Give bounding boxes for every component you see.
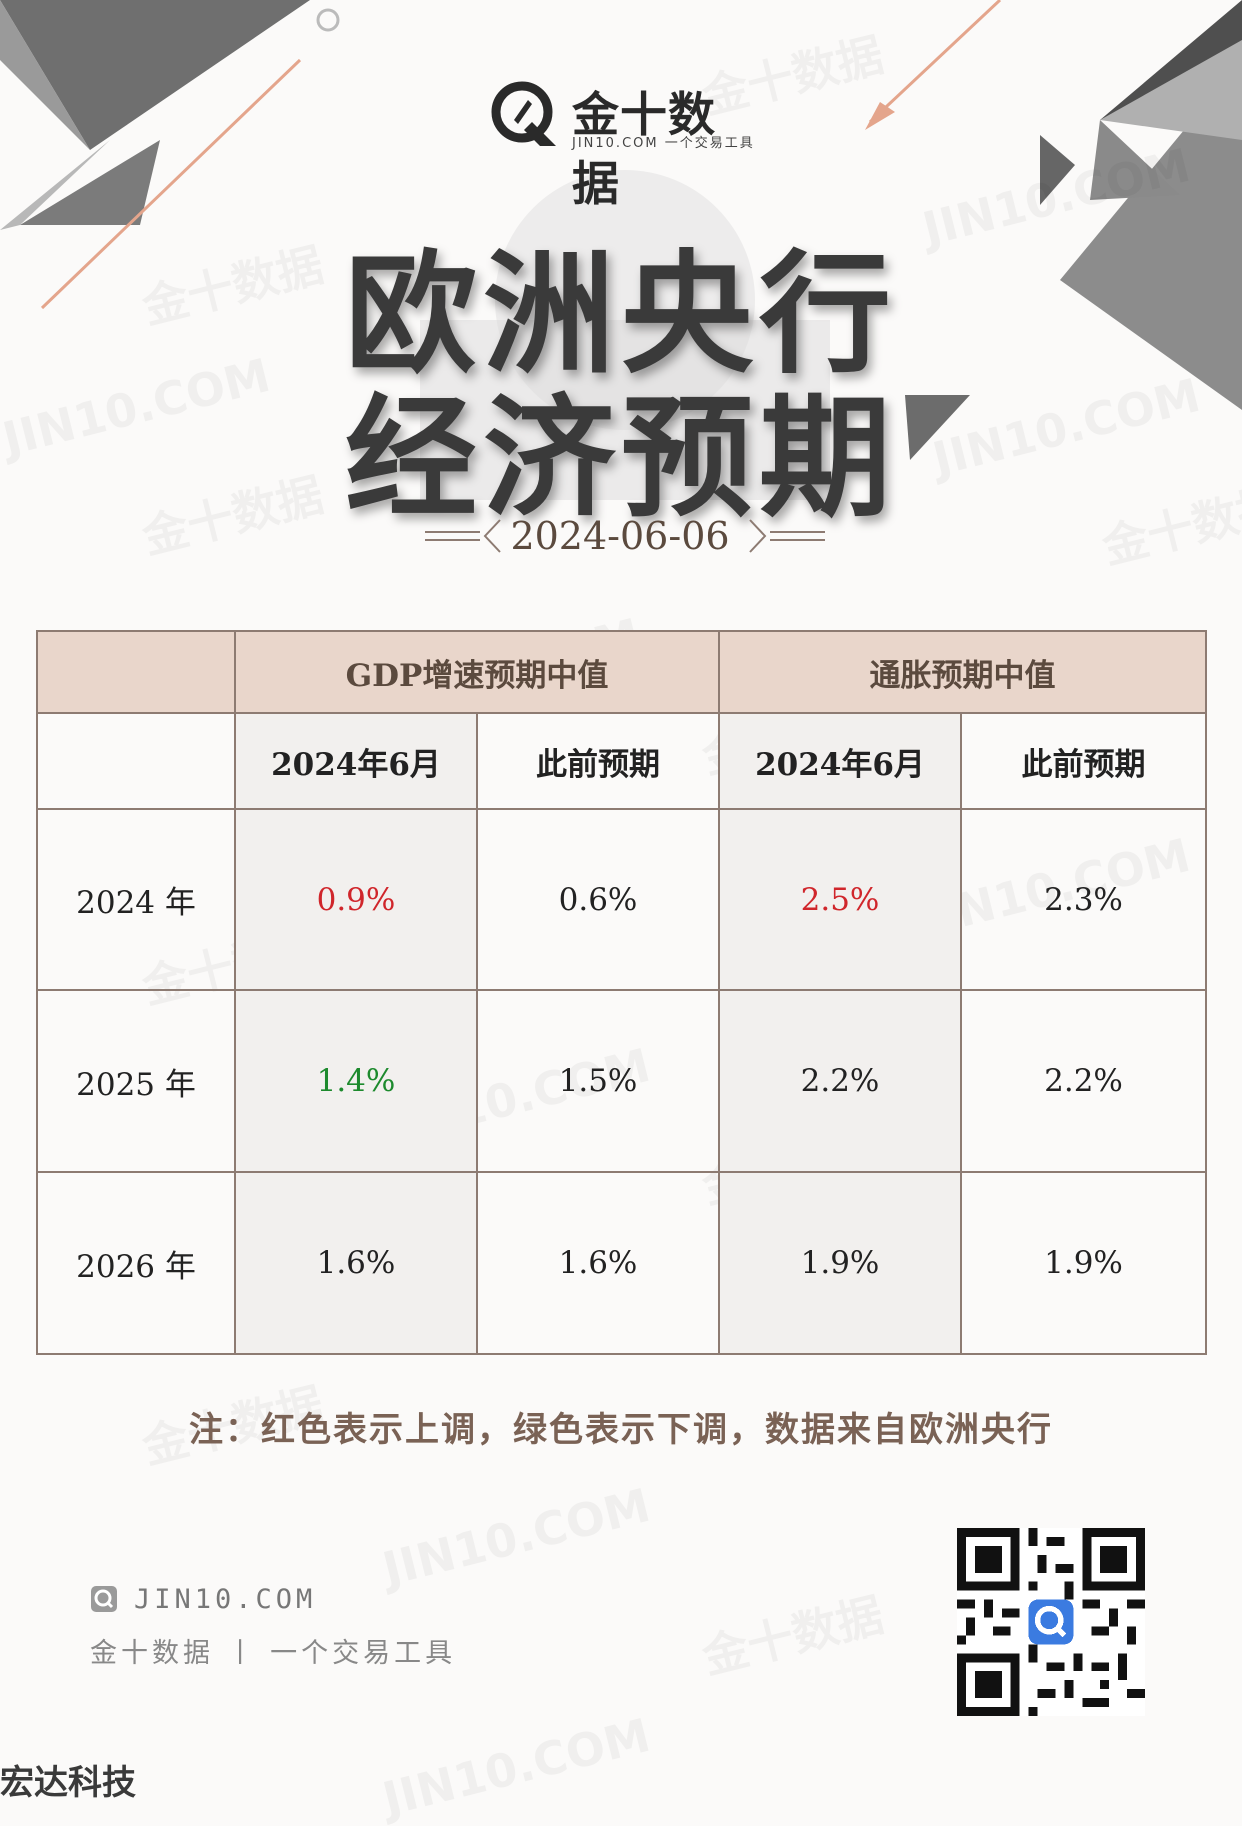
corner-cell	[36, 712, 236, 810]
qr-code-icon[interactable]	[957, 1528, 1145, 1716]
tri-mid-right	[905, 395, 970, 460]
row-label: 2024 年	[36, 807, 236, 992]
cell-inflation-current: 1.9%	[718, 1171, 963, 1355]
tri-tr-mid	[1060, 60, 1242, 410]
tri-tl-dark	[0, 0, 310, 150]
tri-tl-light	[0, 0, 90, 150]
cell-inflation-previous: 1.9%	[960, 1171, 1208, 1355]
table-row: 2024 年 0.9% 0.6% 2.5% 2.3%	[36, 807, 1208, 992]
brand-name: 金十数据	[572, 88, 716, 212]
cell-inflation-previous: 2.2%	[960, 989, 1208, 1174]
cell-gdp-current: 0.9%	[234, 807, 478, 992]
brand-tagline: JIN10.COM 一个交易工具	[572, 136, 755, 151]
table-subheader-row: 2024年6月 此前预期 2024年6月 此前预期	[36, 712, 1208, 810]
cell-gdp-previous: 1.6%	[475, 1171, 721, 1355]
forecast-table: GDP增速预期中值 通胀预期中值 2024年6月 此前预期 2024年6月 此前…	[36, 629, 1208, 1355]
tri-tr-small	[1040, 135, 1075, 205]
cell-gdp-current: 1.6%	[234, 1171, 478, 1355]
footnote: 注：红色表示上调，绿色表示下调，数据来自欧洲央行	[189, 1410, 1053, 1450]
table-group-header-row: GDP增速预期中值 通胀预期中值	[36, 629, 1208, 715]
left-ornament-icon	[425, 519, 501, 553]
subheader-inflation-current: 2024年6月	[718, 712, 963, 810]
arrow-line-left	[40, 58, 302, 310]
subheader-inflation-previous: 此前预期	[960, 712, 1208, 810]
arrow-head-right	[865, 102, 895, 130]
cell-gdp-current: 1.4%	[234, 989, 478, 1174]
corner-watermark-text: 宏达科技	[0, 1763, 136, 1803]
row-label: 2025 年	[36, 989, 236, 1174]
gdp-group-header: GDP增速预期中值	[233, 629, 721, 715]
cell-inflation-current: 2.5%	[718, 807, 963, 992]
inflation-group-header: 通胀预期中值	[718, 629, 1208, 715]
row-label: 2026 年	[36, 1171, 236, 1355]
report-date: 2024-06-06	[510, 514, 730, 558]
emblem-circle	[495, 170, 755, 430]
tri-tl-mid	[20, 140, 160, 225]
corner-cell	[36, 629, 236, 715]
subheader-gdp-previous: 此前预期	[475, 712, 721, 810]
cell-gdp-previous: 1.5%	[475, 989, 721, 1174]
table-row: 2025 年 1.4% 1.5% 2.2% 2.2%	[36, 989, 1208, 1174]
footer-tagline: 金十数据 丨 一个交易工具	[90, 1638, 457, 1669]
cell-inflation-previous: 2.3%	[960, 807, 1208, 992]
right-ornament-icon	[749, 519, 825, 553]
subheader-gdp-current: 2024年6月	[234, 712, 478, 810]
tri-tr-medium	[1090, 120, 1180, 200]
brand-logo: 金十数据 JIN10.COM 一个交易工具	[488, 76, 758, 212]
page-title-line2: 经济预期	[345, 381, 897, 536]
cell-inflation-current: 2.2%	[718, 989, 963, 1174]
cell-gdp-previous: 0.6%	[475, 807, 721, 992]
tri-tl-lower	[0, 140, 110, 230]
date-row: 2024-06-06	[420, 510, 825, 566]
page-title-line1: 欧洲央行	[345, 237, 897, 392]
arrow-line-right	[868, 0, 1002, 124]
jin10-logo-icon	[491, 81, 556, 146]
jin10-small-logo-icon	[91, 1586, 117, 1612]
footer-url[interactable]: JIN10.COM	[134, 1584, 317, 1615]
table-row: 2026 年 1.6% 1.6% 1.9% 1.9%	[36, 1171, 1208, 1355]
tri-tr-light	[1100, 40, 1242, 140]
arrow-circle	[316, 8, 340, 32]
emblem-box	[420, 320, 830, 500]
